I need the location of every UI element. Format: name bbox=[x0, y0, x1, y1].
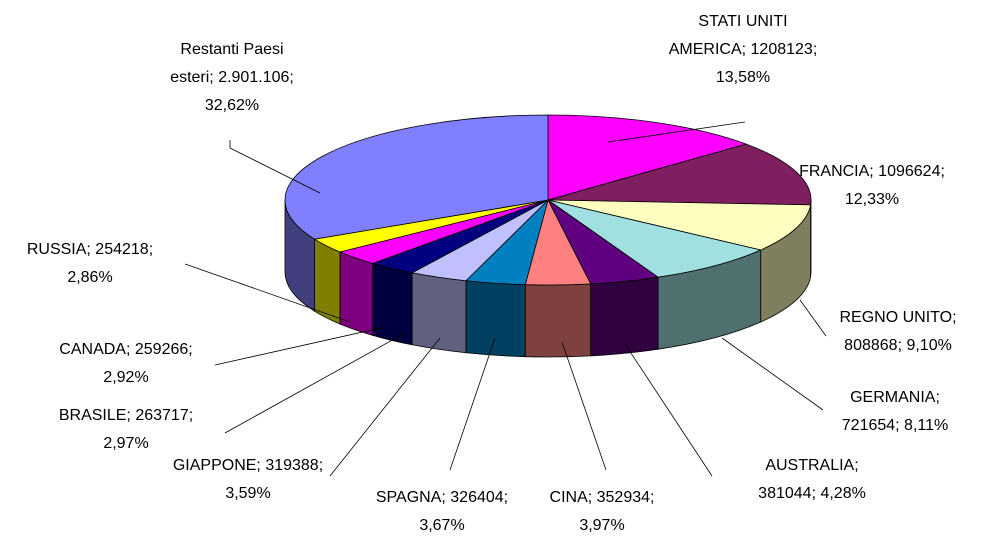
pie-slice bbox=[547, 199, 762, 278]
leader-line bbox=[449, 337, 496, 471]
leader-line bbox=[329, 337, 441, 477]
data-label: 381044; 4,28% bbox=[758, 485, 866, 502]
data-label: 721654; 8,11% bbox=[842, 417, 948, 434]
data-label: FRANCIA; 1096624; bbox=[799, 163, 945, 180]
pie-side bbox=[372, 262, 413, 346]
data-label: 2,97% bbox=[103, 435, 148, 452]
pie-slice bbox=[547, 114, 748, 201]
leader-line bbox=[224, 332, 406, 434]
leader-line bbox=[184, 263, 351, 323]
pie-side bbox=[524, 283, 592, 358]
data-label: 2,92% bbox=[103, 369, 148, 386]
data-label: 13,58% bbox=[716, 69, 770, 86]
data-label: BRASILE; 263717; bbox=[59, 407, 193, 424]
leader-line bbox=[214, 326, 386, 366]
data-label: RUSSIA; 254218; bbox=[27, 241, 153, 258]
data-label: esteri; 2.901.106; bbox=[170, 69, 294, 86]
leader-line bbox=[721, 337, 824, 411]
pie-side bbox=[411, 272, 467, 354]
data-label: CANADA; 259266; bbox=[59, 341, 192, 358]
data-label: AUSTRALIA; bbox=[765, 457, 858, 474]
leader-line bbox=[229, 140, 321, 194]
pie-side bbox=[590, 276, 659, 357]
data-label: CINA; 352934; bbox=[550, 489, 655, 506]
data-label: SPAGNA; 326404; bbox=[376, 489, 508, 506]
data-label: GIAPPONE; 319388; bbox=[173, 457, 323, 474]
pie-slice bbox=[284, 114, 549, 240]
pie-side bbox=[465, 280, 526, 358]
pie-side bbox=[339, 251, 374, 336]
data-label: 808868; 9,10% bbox=[844, 337, 952, 354]
leader-line bbox=[799, 299, 827, 337]
leader-line bbox=[561, 341, 607, 471]
data-label: 3,97% bbox=[579, 517, 624, 534]
data-label: 32,62% bbox=[205, 97, 259, 114]
data-label: GERMANIA; bbox=[850, 389, 940, 406]
leader-line bbox=[607, 121, 746, 143]
data-label: 12,33% bbox=[845, 191, 899, 208]
pie-slice bbox=[547, 199, 812, 251]
data-label: AMERICA; 1208123; bbox=[669, 41, 818, 58]
data-label: Restanti Paesi bbox=[180, 41, 283, 58]
data-label: STATI UNITI bbox=[698, 13, 787, 30]
data-label: 2,86% bbox=[67, 269, 112, 286]
leader-line bbox=[624, 343, 713, 477]
pie-slice bbox=[547, 143, 812, 206]
data-label: REGNO UNITO; bbox=[839, 309, 956, 326]
data-label: 3,59% bbox=[225, 485, 270, 502]
data-label: 3,67% bbox=[419, 517, 464, 534]
